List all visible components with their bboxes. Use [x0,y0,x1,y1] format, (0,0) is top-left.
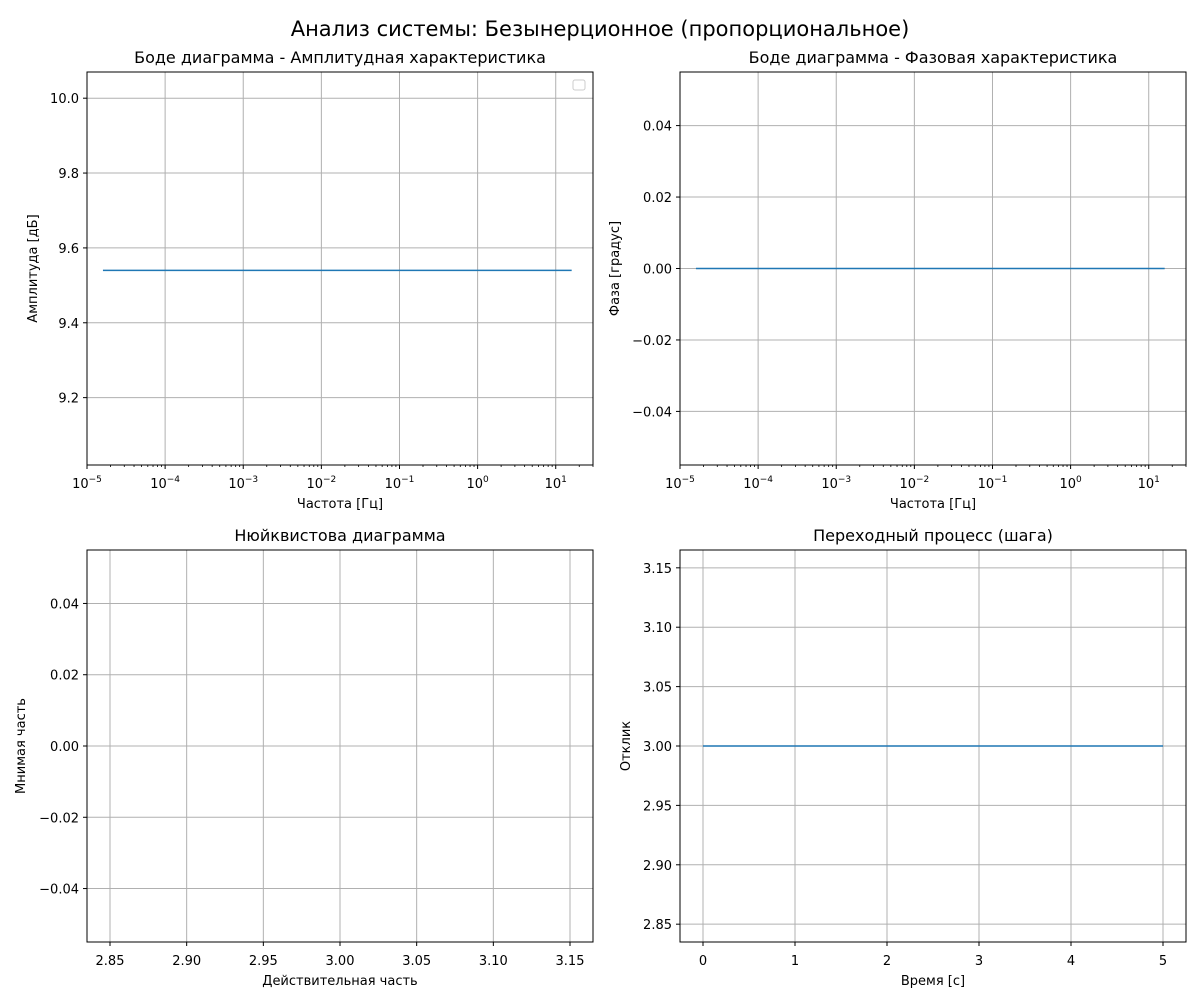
step-response-y-tick-label: 2.95 [643,799,672,814]
step-response-x-tick-label: 4 [1067,954,1075,969]
bode-phase-y-tick-label: 0.02 [643,191,672,206]
bode-magnitude-y-axis-label: Амплитуда [дБ] [26,214,41,322]
bode-magnitude-axes-frame [86,71,594,466]
step-response-x-tick-label: 3 [975,954,983,969]
bode-magnitude-y-tick-label: 9.8 [58,167,79,182]
bode-magnitude-panel: 10−5 10−4 10−3 10−2 10−1 100 101 9.2 9.4 9.6 9.8 10… [26,48,594,512]
nyquist-y-tick-label: −0.04 [39,883,79,898]
bode-phase-x-tick-label: 100 [1059,475,1082,492]
nyquist-x-tick-label: 2.95 [249,954,278,969]
step-response-title: Переходный процесс (шага) [813,526,1053,545]
step-response-y-tick-label: 3.15 [643,562,672,577]
bode-magnitude-x-tick-label: 10−1 [385,475,415,492]
step-response-x-axis-label: Время [с] [901,974,965,989]
bode-phase-title: Боде диаграмма - Фазовая характеристика [749,48,1118,67]
bode-magnitude-y-tick-label: 9.6 [58,242,79,257]
bode-phase-x-tick-label: 10−5 [665,475,695,492]
bode-phase-y-tick-label: −0.02 [632,334,672,349]
step-response-y-tick-label: 2.90 [643,859,672,874]
bode-phase-y-tick-label: 0.04 [643,120,672,135]
bode-phase-y-axis-label: Фаза [градус] [608,221,623,316]
step-response-x-tick-label: 0 [699,954,707,969]
bode-phase-y-tick-label: −0.04 [632,405,672,420]
bode-phase-x-tick-label: 10−3 [821,475,851,492]
nyquist-x-axis-label: Действительная часть [262,974,417,989]
bode-phase-x-tick-label: 10−4 [743,475,773,492]
bode-magnitude-x-tick-label: 10−3 [228,475,258,492]
step-response-y-axis-label: Отклик [619,721,634,771]
bode-magnitude-x-tick-label: 10−2 [306,475,336,492]
bode-phase-x-tick-label: 101 [1138,475,1160,492]
bode-phase-x-tick-label: 10−1 [978,475,1008,492]
bode-magnitude-x-tick-label: 101 [545,475,567,492]
bode-magnitude-title: Боде диаграмма - Амплитудная характерист… [134,48,546,67]
bode-magnitude-x-tick-label: 10−4 [150,475,180,492]
bode-magnitude-legend-box [572,79,586,91]
nyquist-y-tick-label: 0.00 [50,740,79,755]
nyquist-x-tick-label: 3.05 [402,954,431,969]
nyquist-y-axis-label: Мнимая часть [14,698,29,794]
step-response-y-tick-label: 2.85 [643,918,672,933]
figure-title: Анализ системы: Безынерционное (пропорци… [291,17,910,41]
bode-magnitude-x-tick-label: 100 [466,475,489,492]
nyquist-panel: 2.85 2.90 2.95 3.00 3.05 3.10 3.15 −0.04 −0.02 0.… [14,526,594,989]
nyquist-y-tick-label: 0.02 [50,669,79,684]
bode-magnitude-y-tick-label: 10.0 [50,92,79,107]
bode-phase-panel: 10−5 10−4 10−3 10−2 10−1 100 101 −0.04 −0.02 0.00… [608,48,1187,512]
step-response-y-tick-label: 3.00 [643,740,672,755]
bode-magnitude-y-tick-label: 9.4 [58,317,79,332]
step-response-y-tick-label: 3.10 [643,621,672,636]
step-response-panel: 0 1 2 3 4 5 2.85 2.90 2.95 3.00 3.05 3.10 3.15 Перехо… [619,526,1187,989]
bode-phase-x-axis-label: Частота [Гц] [890,497,976,512]
bode-magnitude-x-axis-label: Частота [Гц] [297,497,383,512]
panels: 10−5 10−4 10−3 10−2 10−1 100 1019.29.49.69.810… [14,48,1187,989]
bode-phase-y-tick-label: 0.00 [643,263,672,278]
nyquist-x-tick-label: 2.85 [96,954,125,969]
step-response-x-tick-label: 1 [791,954,799,969]
bode-phase-x-tick-label: 10−2 [899,475,929,492]
bode-magnitude-y-tick-label: 9.2 [58,392,79,407]
step-response-y-tick-label: 3.05 [643,681,672,696]
nyquist-y-tick-label: −0.02 [39,811,79,826]
step-response-x-tick-label: 2 [883,954,891,969]
nyquist-x-tick-label: 3.15 [556,954,585,969]
nyquist-x-tick-label: 3.10 [479,954,508,969]
bode-magnitude-x-tick-label: 10−5 [72,475,102,492]
step-response-x-tick-label: 5 [1159,954,1167,969]
nyquist-x-tick-label: 2.90 [172,954,201,969]
nyquist-x-tick-label: 3.00 [326,954,355,969]
nyquist-y-tick-label: 0.04 [50,597,79,612]
nyquist-title: Нюйквистова диаграмма [234,526,445,545]
